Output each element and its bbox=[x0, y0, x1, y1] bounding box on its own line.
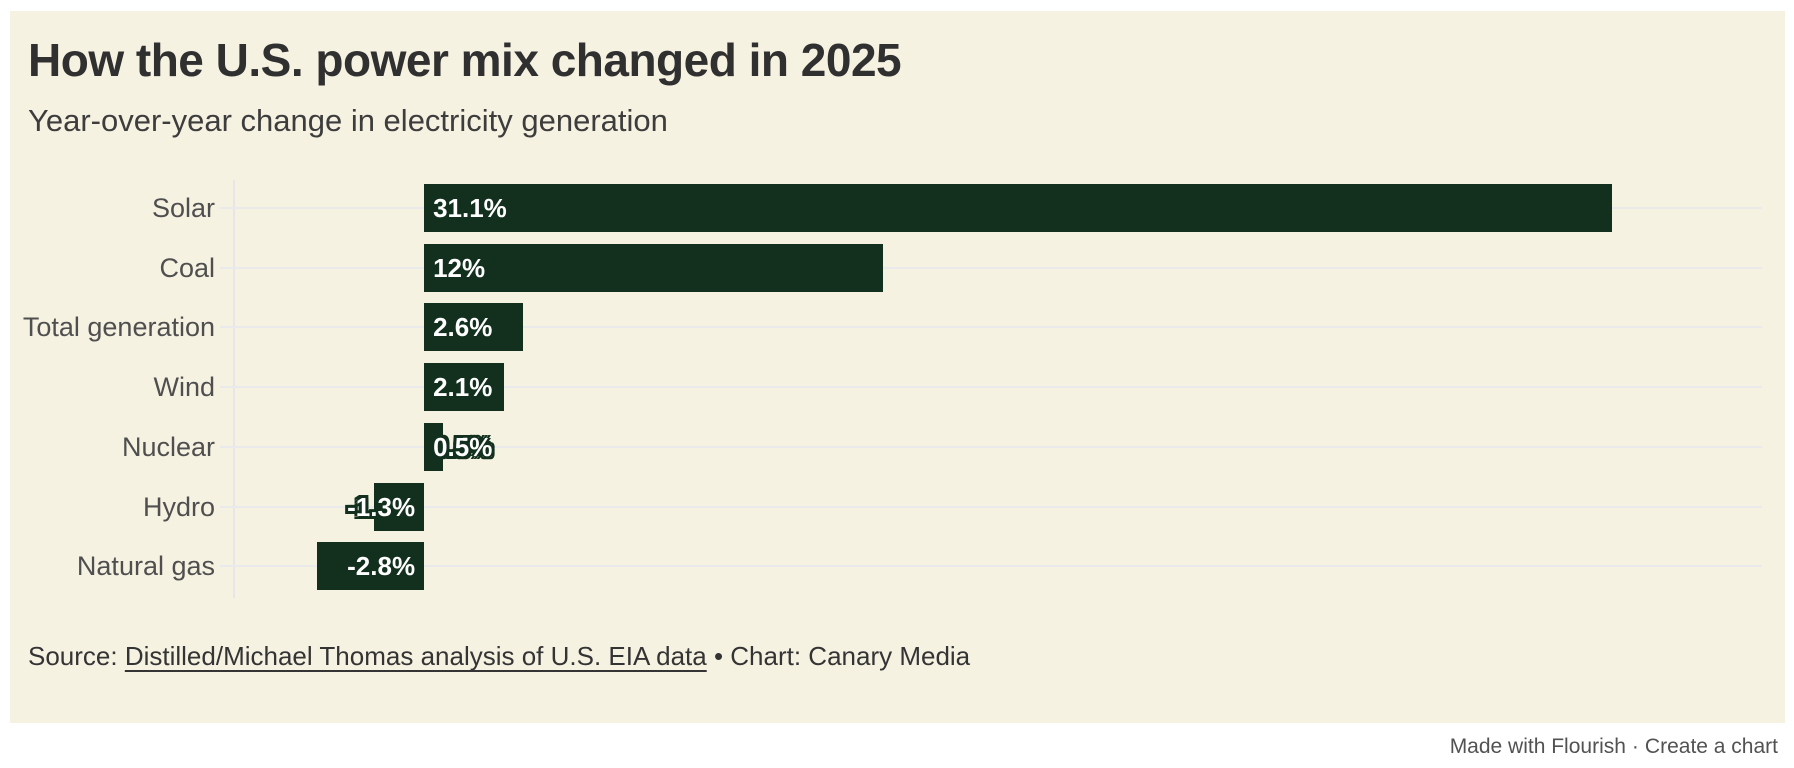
source-link[interactable]: Distilled/Michael Thomas analysis of U.S… bbox=[124, 641, 707, 671]
value-label: 12% bbox=[433, 252, 486, 283]
row-gridline bbox=[220, 266, 1762, 269]
bar-natural-gas[interactable] bbox=[317, 542, 425, 591]
bar-total-generation[interactable] bbox=[424, 303, 524, 352]
y-axis-line bbox=[233, 180, 235, 598]
bar-coal[interactable] bbox=[424, 243, 883, 292]
bar-solar[interactable] bbox=[424, 184, 1613, 232]
value-label: 31.1% bbox=[433, 193, 507, 223]
chart-subtitle: Year-over-year change in electricity gen… bbox=[28, 103, 668, 138]
category-label-coal: Coal bbox=[159, 252, 215, 283]
value-label: 2.1% bbox=[433, 372, 493, 403]
bar-hydro[interactable] bbox=[374, 482, 425, 531]
made-with-flourish-link[interactable]: Made with Flourish bbox=[1449, 735, 1626, 758]
flourish-attribution: Made with Flourish · Create a chart bbox=[1450, 735, 1778, 759]
value-label: 0.5% bbox=[433, 431, 493, 462]
category-label-wind: Wind bbox=[153, 372, 215, 403]
footer-separator: · bbox=[1631, 735, 1639, 758]
value-label: 2.6% bbox=[433, 312, 493, 343]
bar-nuclear[interactable] bbox=[424, 422, 444, 471]
plot-area: Solar 31.1% Coal 12% Total generation 2.6% Win… bbox=[10, 11, 1785, 723]
chart-title: How the U.S. power mix changed in 2025 bbox=[28, 34, 902, 86]
row-gridline bbox=[220, 565, 1762, 568]
category-label-total-generation: Total generation bbox=[22, 312, 215, 343]
row-gridline bbox=[220, 386, 1762, 389]
category-label-nuclear: Nuclear bbox=[121, 431, 215, 462]
source-suffix: • Chart: Canary Media bbox=[706, 641, 971, 671]
source-line: Source: Distilled/Michael Thomas analysi… bbox=[28, 641, 970, 672]
create-a-chart-link[interactable]: Create a chart bbox=[1644, 735, 1778, 758]
category-label-hydro: Hydro bbox=[142, 491, 215, 522]
value-label: -1.3% bbox=[347, 491, 416, 522]
chart-card: How the U.S. power mix changed in 2025 Y… bbox=[10, 11, 1785, 723]
category-label-solar: Solar bbox=[151, 193, 215, 223]
row-gridline bbox=[220, 326, 1762, 329]
category-label-natural-gas: Natural gas bbox=[76, 551, 215, 582]
value-label: -2.8% bbox=[347, 551, 416, 582]
source-prefix: Source: bbox=[28, 641, 125, 671]
bar-wind[interactable] bbox=[424, 363, 505, 412]
row-gridline bbox=[220, 445, 1762, 448]
row-gridline bbox=[220, 505, 1762, 508]
